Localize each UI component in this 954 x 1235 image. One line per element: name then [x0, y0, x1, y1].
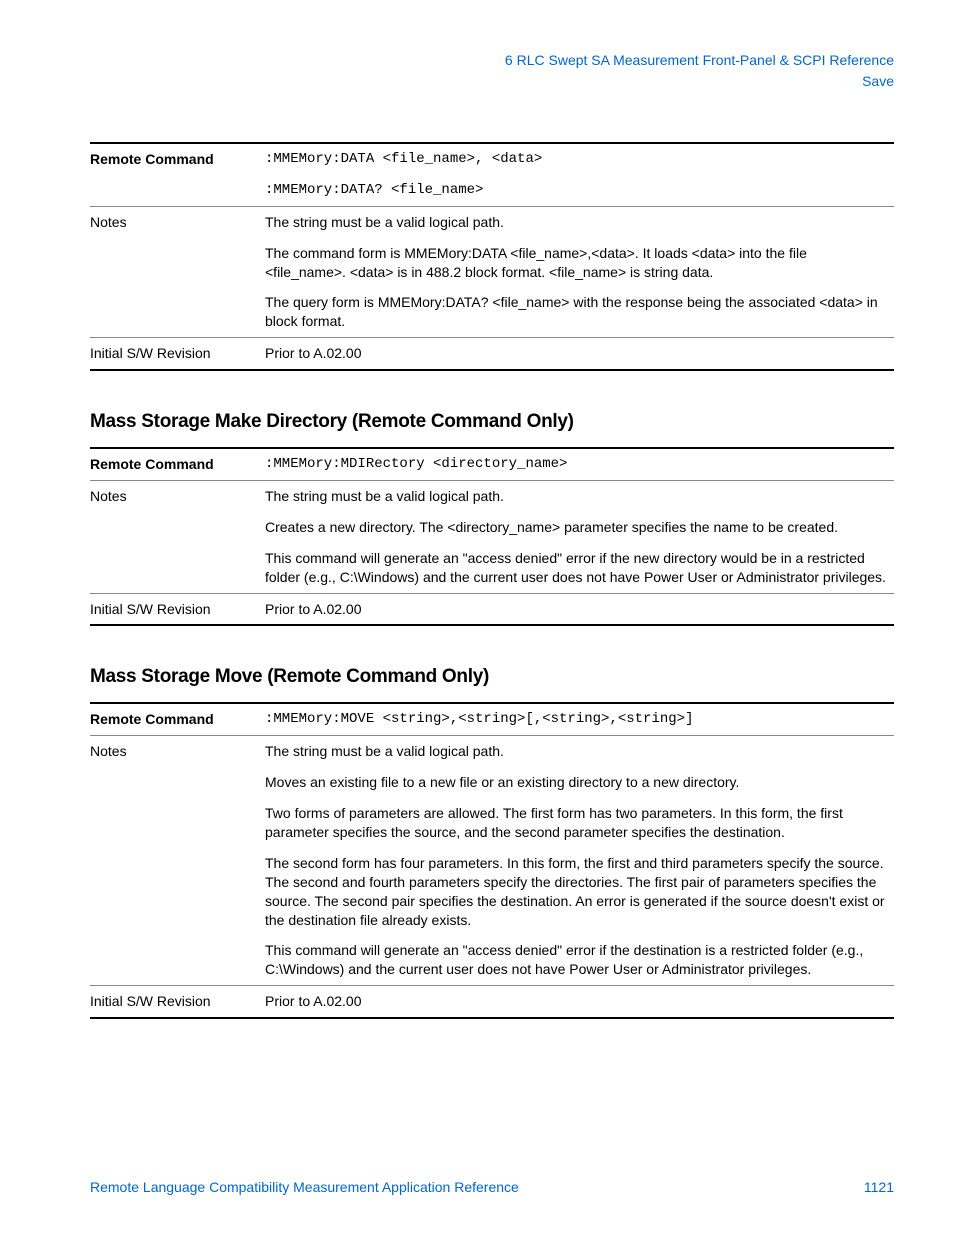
header-section: Save: [90, 71, 894, 92]
table-row: NotesThe string must be a valid logical …: [90, 206, 894, 237]
row-value: The string must be a valid logical path.: [265, 206, 894, 237]
row-label: [90, 935, 265, 985]
row-value: Moves an existing file to a new file or …: [265, 767, 894, 798]
row-label: [90, 287, 265, 337]
table-row: Initial S/W RevisionPrior to A.02.00: [90, 338, 894, 370]
row-label: Remote Command: [90, 703, 265, 735]
table-row: The query form is MMEMory:DATA? <file_na…: [90, 287, 894, 337]
table-row: This command will generate an "access de…: [90, 543, 894, 593]
row-label: Initial S/W Revision: [90, 986, 265, 1018]
page-footer: Remote Language Compatibility Measuremen…: [90, 1179, 894, 1195]
table-row: Remote Command:MMEMory:MDIRectory <direc…: [90, 448, 894, 480]
footer-page-number: 1121: [864, 1179, 894, 1195]
table-row: The command form is MMEMory:DATA <file_n…: [90, 238, 894, 288]
row-value: :MMEMory:MOVE <string>,<string>[,<string…: [265, 703, 894, 735]
table-row: Remote Command:MMEMory:DATA <file_name>,…: [90, 143, 894, 175]
row-value: This command will generate an "access de…: [265, 935, 894, 985]
row-label: [90, 848, 265, 936]
table-row: Remote Command:MMEMory:MOVE <string>,<st…: [90, 703, 894, 735]
row-value: Prior to A.02.00: [265, 986, 894, 1018]
row-label: [90, 238, 265, 288]
row-label: Initial S/W Revision: [90, 338, 265, 370]
row-value: The second form has four parameters. In …: [265, 848, 894, 936]
row-value: Prior to A.02.00: [265, 593, 894, 625]
table-row: NotesThe string must be a valid logical …: [90, 481, 894, 512]
table-make-directory: Remote Command:MMEMory:MDIRectory <direc…: [90, 447, 894, 626]
row-label: [90, 798, 265, 848]
row-value: This command will generate an "access de…: [265, 543, 894, 593]
row-value: The string must be a valid logical path.: [265, 736, 894, 767]
row-label: Remote Command: [90, 143, 265, 175]
table-row: Moves an existing file to a new file or …: [90, 767, 894, 798]
row-label: [90, 512, 265, 543]
row-value: :MMEMory:MDIRectory <directory_name>: [265, 448, 894, 480]
table-row: Initial S/W RevisionPrior to A.02.00: [90, 593, 894, 625]
row-value: The query form is MMEMory:DATA? <file_na…: [265, 287, 894, 337]
row-label: Notes: [90, 736, 265, 767]
row-value: Two forms of parameters are allowed. The…: [265, 798, 894, 848]
table-row: Creates a new directory. The <directory_…: [90, 512, 894, 543]
row-label: Initial S/W Revision: [90, 593, 265, 625]
table-row: Initial S/W RevisionPrior to A.02.00: [90, 986, 894, 1018]
row-label: Notes: [90, 206, 265, 237]
row-value: The command form is MMEMory:DATA <file_n…: [265, 238, 894, 288]
table-row: The second form has four parameters. In …: [90, 848, 894, 936]
row-label: [90, 175, 265, 206]
header-chapter: 6 RLC Swept SA Measurement Front-Panel &…: [90, 50, 894, 71]
row-label: [90, 543, 265, 593]
table-mmemory-data: Remote Command:MMEMory:DATA <file_name>,…: [90, 142, 894, 371]
heading-make-directory: Mass Storage Make Directory (Remote Comm…: [90, 411, 894, 433]
row-value: :MMEMory:DATA <file_name>, <data>: [265, 143, 894, 175]
footer-title: Remote Language Compatibility Measuremen…: [90, 1179, 519, 1195]
table-row: Two forms of parameters are allowed. The…: [90, 798, 894, 848]
row-label: Remote Command: [90, 448, 265, 480]
page: 6 RLC Swept SA Measurement Front-Panel &…: [0, 0, 954, 1235]
page-header: 6 RLC Swept SA Measurement Front-Panel &…: [90, 50, 894, 92]
row-value: Creates a new directory. The <directory_…: [265, 512, 894, 543]
row-label: Notes: [90, 481, 265, 512]
heading-move: Mass Storage Move (Remote Command Only): [90, 666, 894, 688]
row-label: [90, 767, 265, 798]
row-value: Prior to A.02.00: [265, 338, 894, 370]
table-row: NotesThe string must be a valid logical …: [90, 736, 894, 767]
table-row: This command will generate an "access de…: [90, 935, 894, 985]
row-value: The string must be a valid logical path.: [265, 481, 894, 512]
table-move: Remote Command:MMEMory:MOVE <string>,<st…: [90, 702, 894, 1019]
table-row: :MMEMory:DATA? <file_name>: [90, 175, 894, 206]
row-value: :MMEMory:DATA? <file_name>: [265, 175, 894, 206]
